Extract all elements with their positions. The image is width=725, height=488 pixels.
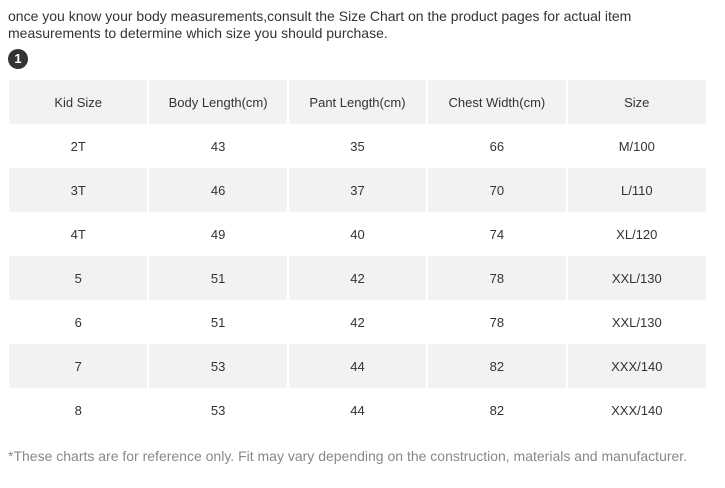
cell-body-length: 53 [148,388,289,432]
disclaimer-footnote: *These charts are for reference only. Fi… [8,448,688,464]
cell-pant-length: 40 [287,212,429,256]
cell-body-length: 51 [148,256,289,300]
size-chart-table: Kid Size Body Length(cm) Pant Length(cm)… [9,80,706,432]
cell-body-length: 43 [148,124,289,168]
cell-size: M/100 [618,138,655,154]
cell-size: XXL/130 [566,256,706,300]
intro-text: once you know your body measurements,con… [8,8,632,41]
cell-chest-width: 74 [427,212,568,256]
cell-kid-size: 4T [9,212,150,256]
table-row: 7 53 44 82 XXX/140 [9,344,706,388]
cell-body-length: 51 [148,300,289,344]
table-row: 3T 46 37 70 L/110 [9,168,706,212]
cell-body-length: 53 [148,344,289,388]
table-row: 2T 43 35 66 M/100 [9,124,706,168]
cell-chest-width: 82 [427,388,568,432]
cell-size: XL/120 [616,226,658,242]
header-pant-length: Pant Length(cm) [287,80,429,124]
step-number-badge: 1 [8,49,28,69]
header-body-length: Body Length(cm) [148,80,289,124]
cell-kid-size: 2T [9,124,150,168]
cell-kid-size: 3T [9,168,150,212]
header-size: Size [566,80,706,124]
cell-size: XXX/140 [566,344,706,388]
cell-chest-width: 70 [427,168,568,212]
cell-size: XXL/130 [611,314,662,330]
table-row: 4T 49 40 74 XL/120 [9,212,706,256]
cell-pant-length: 42 [287,256,429,300]
cell-pant-length: 44 [287,344,429,388]
cell-chest-width: 78 [427,300,568,344]
cell-pant-length: 37 [287,168,429,212]
cell-kid-size: 7 [9,344,150,388]
header-chest-width: Chest Width(cm) [427,80,568,124]
table-row: 8 53 44 82 XXX/140 [9,388,706,432]
cell-pant-length: 35 [287,124,429,168]
table-row: 5 51 42 78 XXL/130 [9,256,706,300]
cell-kid-size: 6 [9,300,150,344]
cell-kid-size: 8 [9,388,150,432]
cell-body-length: 49 [148,212,289,256]
cell-size: L/110 [566,168,706,212]
cell-chest-width: 82 [427,344,568,388]
cell-kid-size: 5 [9,256,150,300]
header-kid-size: Kid Size [9,80,150,124]
cell-body-length: 46 [148,168,289,212]
cell-pant-length: 42 [287,300,429,344]
cell-chest-width: 78 [427,256,568,300]
cell-size: XXX/140 [611,402,663,418]
cell-pant-length: 44 [287,388,429,432]
cell-chest-width: 66 [427,124,568,168]
table-row: 6 51 42 78 XXL/130 [9,300,706,344]
table-header-row: Kid Size Body Length(cm) Pant Length(cm)… [9,80,706,124]
